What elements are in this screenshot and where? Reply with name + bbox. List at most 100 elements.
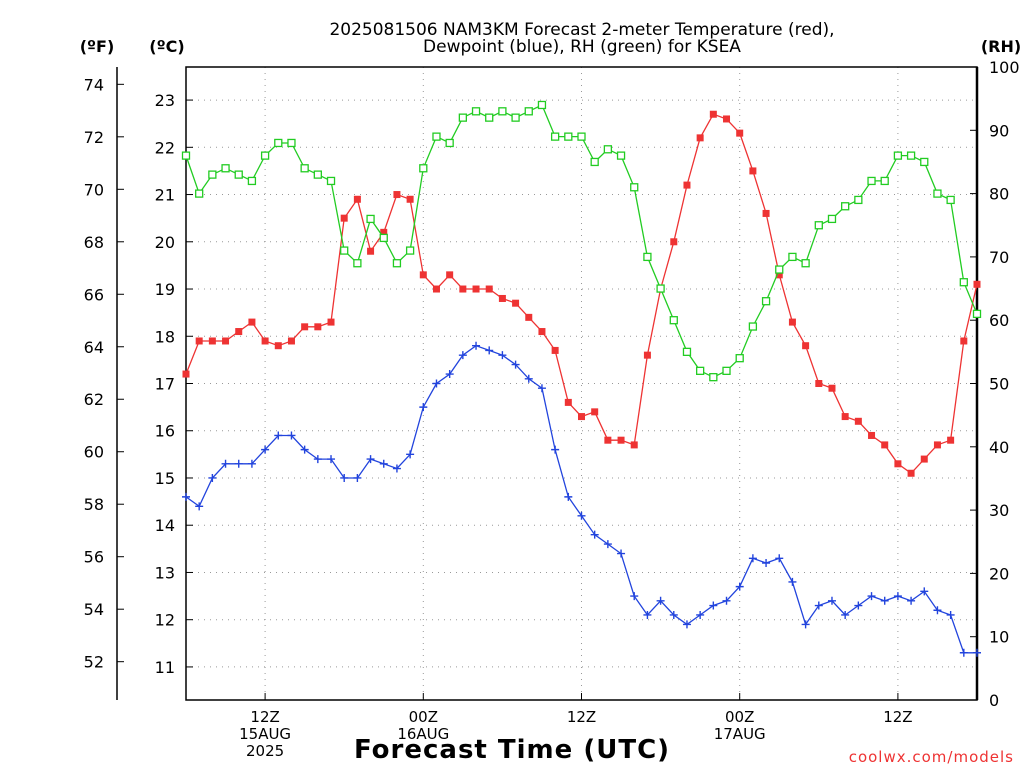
temperature-point: [195, 337, 203, 345]
temperature-point: [881, 441, 889, 449]
temperature-point: [960, 337, 968, 345]
dewpoint-point: [907, 596, 916, 605]
temperature-point: [868, 431, 876, 439]
dewpoint-point: [656, 596, 665, 605]
dewpoint-point: [854, 601, 863, 610]
temperature-point: [512, 299, 520, 307]
rh-point: [893, 151, 903, 160]
temperature-point: [630, 441, 638, 449]
dewpoint-point: [300, 445, 309, 454]
celsius-tick-label: 21: [155, 186, 175, 205]
time-tick-label: 12Z: [567, 708, 596, 726]
rh-point: [682, 347, 692, 357]
dewpoint-point: [682, 620, 691, 629]
rh-point: [195, 189, 204, 198]
celsius-tick-label: 16: [155, 422, 175, 441]
rh-point: [920, 157, 929, 167]
title-line: Dewpoint (blue), RH (green) for KSEA: [423, 37, 741, 57]
dewpoint-point: [590, 530, 599, 539]
dewpoint-point: [195, 502, 204, 511]
fahrenheit-tick-label: 52: [84, 653, 104, 672]
temperature-point: [340, 214, 348, 222]
temperature-point: [749, 167, 757, 175]
dewpoint-point: [973, 648, 981, 657]
celsius-tick-label: 22: [155, 138, 175, 157]
dewpoint-point: [920, 587, 929, 596]
rh-point: [181, 151, 191, 160]
temperature-point: [670, 238, 678, 246]
temperature-point: [472, 285, 480, 293]
dewpoint-point: [788, 577, 797, 586]
rh-tick-label: 30: [989, 501, 1009, 520]
dewpoint-point: [366, 455, 375, 464]
rh-point: [458, 113, 468, 122]
rh-point: [775, 265, 784, 274]
temperature-point: [459, 285, 467, 293]
rh-point: [366, 214, 375, 224]
rh-tick-label: 10: [989, 628, 1009, 647]
celsius-tick-label: 20: [155, 233, 175, 252]
dewpoint-point: [696, 610, 705, 619]
temperature-point: [498, 294, 506, 302]
dewpoint-series: [182, 341, 981, 657]
dewpoint-point: [419, 403, 428, 412]
rh-tick-label: 60: [989, 311, 1009, 330]
dewpoint-point: [709, 601, 718, 610]
rh-point: [577, 132, 586, 141]
rh-point: [801, 259, 810, 268]
dewpoint-point: [182, 492, 190, 501]
dewpoint-point: [445, 370, 454, 379]
dewpoint-point: [221, 459, 230, 468]
time-tick-label: 00Z: [409, 708, 438, 726]
rh-point: [906, 151, 916, 160]
dewpoint-point: [748, 554, 757, 563]
rh-point: [603, 145, 613, 154]
dewpoint-point: [577, 511, 586, 520]
dewpoint-point: [261, 445, 270, 454]
temperature-point: [815, 380, 823, 387]
rh-point: [761, 297, 771, 306]
rh-point: [445, 138, 454, 148]
title-line: 2025081506 NAM3KM Forecast 2-meter Tempe…: [329, 20, 834, 40]
dewpoint-point: [406, 450, 415, 459]
dewpoint-point: [432, 379, 441, 388]
celsius-tick-label: 17: [155, 375, 175, 394]
rh-point: [511, 113, 520, 122]
rh-point: [471, 107, 481, 116]
dewpoint-point: [880, 596, 889, 605]
temperature-point: [353, 195, 361, 203]
rh-point: [419, 164, 428, 173]
temperature-point: [446, 271, 454, 279]
celsius-tick-label: 11: [155, 658, 175, 677]
fahrenheit-tick-label: 58: [84, 495, 104, 514]
fahrenheit-tick-label: 70: [84, 180, 104, 199]
rh-point: [392, 259, 402, 268]
dewpoint-point: [959, 648, 968, 657]
rh-point: [221, 164, 230, 173]
rh-tick-label: 90: [989, 121, 1009, 140]
rh-point: [313, 170, 322, 179]
temperature-point: [538, 328, 546, 336]
fahrenheit-tick-label: 62: [84, 390, 104, 409]
temperature-point: [894, 460, 902, 468]
temperature-point: [788, 318, 796, 326]
rh-tick-label: 50: [989, 375, 1009, 394]
axis-ticks: 11 12 13 14 15 16 17 18 19 20 21 22 23 52 54 56 58 60 62 64…: [84, 58, 1020, 760]
rh-point: [656, 284, 665, 293]
rh-point: [735, 354, 744, 363]
temperature-point: [617, 436, 625, 444]
dewpoint-point: [946, 610, 955, 619]
temperature-point: [933, 441, 941, 449]
temperature-point: [973, 280, 981, 288]
dewpoint-point: [775, 554, 784, 563]
dewpoint-point: [340, 473, 349, 482]
rh-series: [181, 100, 982, 382]
dewpoint-point: [603, 540, 612, 549]
rh-point: [485, 113, 494, 122]
temperature-point: [696, 134, 704, 142]
fahrenheit-tick-label: 56: [84, 548, 104, 567]
temperature-point: [406, 195, 414, 203]
dewpoint-point: [669, 610, 678, 619]
dewpoint-point: [524, 374, 533, 383]
